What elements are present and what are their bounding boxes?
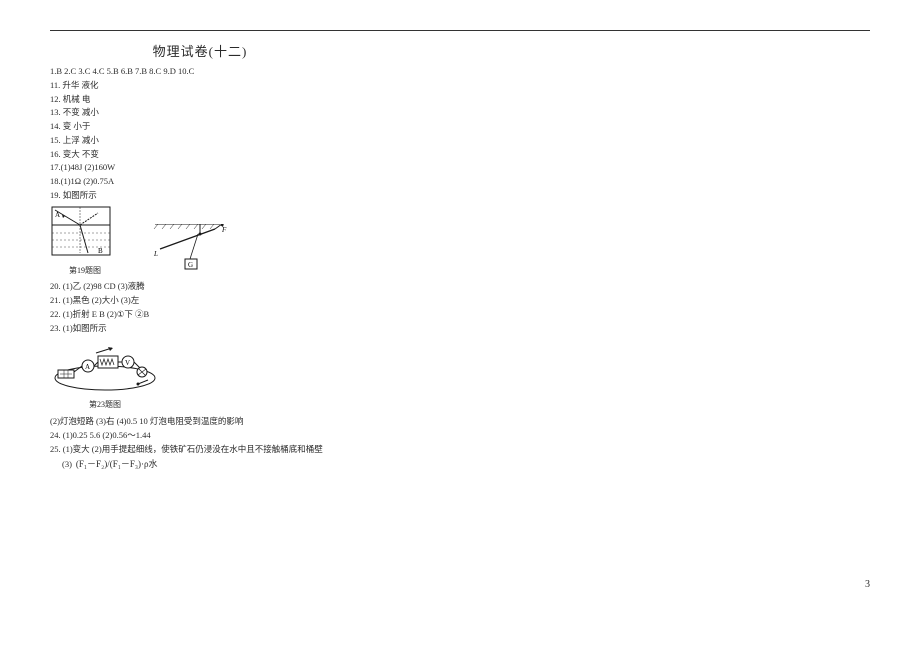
fig-23-caption: 第23题图 bbox=[50, 399, 160, 411]
ans-12: 12. 机械 电 bbox=[50, 93, 870, 106]
paper-title: 物理试卷(十二) bbox=[50, 41, 350, 60]
circuit-diagram-icon: A V bbox=[50, 338, 190, 393]
density-formula: (F₁－F₂)/(F₁－F₃)·ρ水 bbox=[72, 458, 158, 472]
optics-figure: A B 第19题图 bbox=[50, 205, 120, 278]
ans-15: 15. 上浮 减小 bbox=[50, 134, 870, 147]
ans-22: 22. (1)折射 E B (2)①下 ②B bbox=[50, 308, 870, 321]
ans-17: 17.(1)48J (2)160W bbox=[50, 161, 870, 174]
svg-text:F: F bbox=[221, 226, 227, 234]
ans-23: 23. (1)如图所示 bbox=[50, 322, 870, 335]
lever-figure: F G L bbox=[150, 224, 230, 278]
ans-11: 11. 升华 液化 bbox=[50, 79, 870, 92]
fig-19-caption: 第19题图 bbox=[50, 265, 120, 277]
ans-21: 21. (1)黑色 (2)大小 (3)左 bbox=[50, 294, 870, 307]
answer-block: 1.B 2.C 3.C 4.C 5.B 6.B 7.B 8.C 9.D 10.C… bbox=[50, 65, 870, 472]
figure-23: A V 第23题图 bbox=[50, 338, 870, 411]
optics-diagram-icon: A B bbox=[50, 205, 120, 260]
lever-diagram-icon: F G L bbox=[150, 224, 230, 274]
page-top-rule bbox=[50, 30, 870, 31]
ans-13: 13. 不变 减小 bbox=[50, 106, 870, 119]
svg-text:A: A bbox=[55, 211, 60, 219]
ans-25: 25. (1)变大 (2)用手提起细线，使铁矿石仍浸没在水中且不接触桶底和桶壁 bbox=[50, 443, 870, 456]
svg-text:B: B bbox=[98, 247, 103, 255]
ans-24: 24. (1)0.25 5.6 (2)0.56～1.44 bbox=[50, 429, 870, 442]
ans-25c: (3) (F₁－F₂)/(F₁－F₃)·ρ水 bbox=[50, 456, 870, 472]
svg-text:L: L bbox=[153, 250, 158, 258]
mcq-answers: 1.B 2.C 3.C 4.C 5.B 6.B 7.B 8.C 9.D 10.C bbox=[50, 65, 870, 78]
svg-text:A: A bbox=[85, 363, 90, 371]
page-number: 3 bbox=[865, 579, 870, 590]
ans-23b: (2)灯泡短路 (3)右 (4)0.5 10 灯泡电阻受到温度的影响 bbox=[50, 415, 870, 428]
ans-20: 20. (1)乙 (2)98 CD (3)液腾 bbox=[50, 280, 870, 293]
svg-text:V: V bbox=[125, 359, 130, 367]
ans-14: 14. 变 小于 bbox=[50, 120, 870, 133]
ans-18: 18.(1)1Ω (2)0.75A bbox=[50, 175, 870, 188]
figure-19-row: A B 第19题图 bbox=[50, 205, 870, 278]
svg-text:G: G bbox=[188, 261, 193, 269]
ans-19: 19. 如图所示 bbox=[50, 189, 870, 202]
ans-16: 16. 变大 不变 bbox=[50, 148, 870, 161]
ans-25c-prefix: (3) bbox=[50, 458, 72, 471]
